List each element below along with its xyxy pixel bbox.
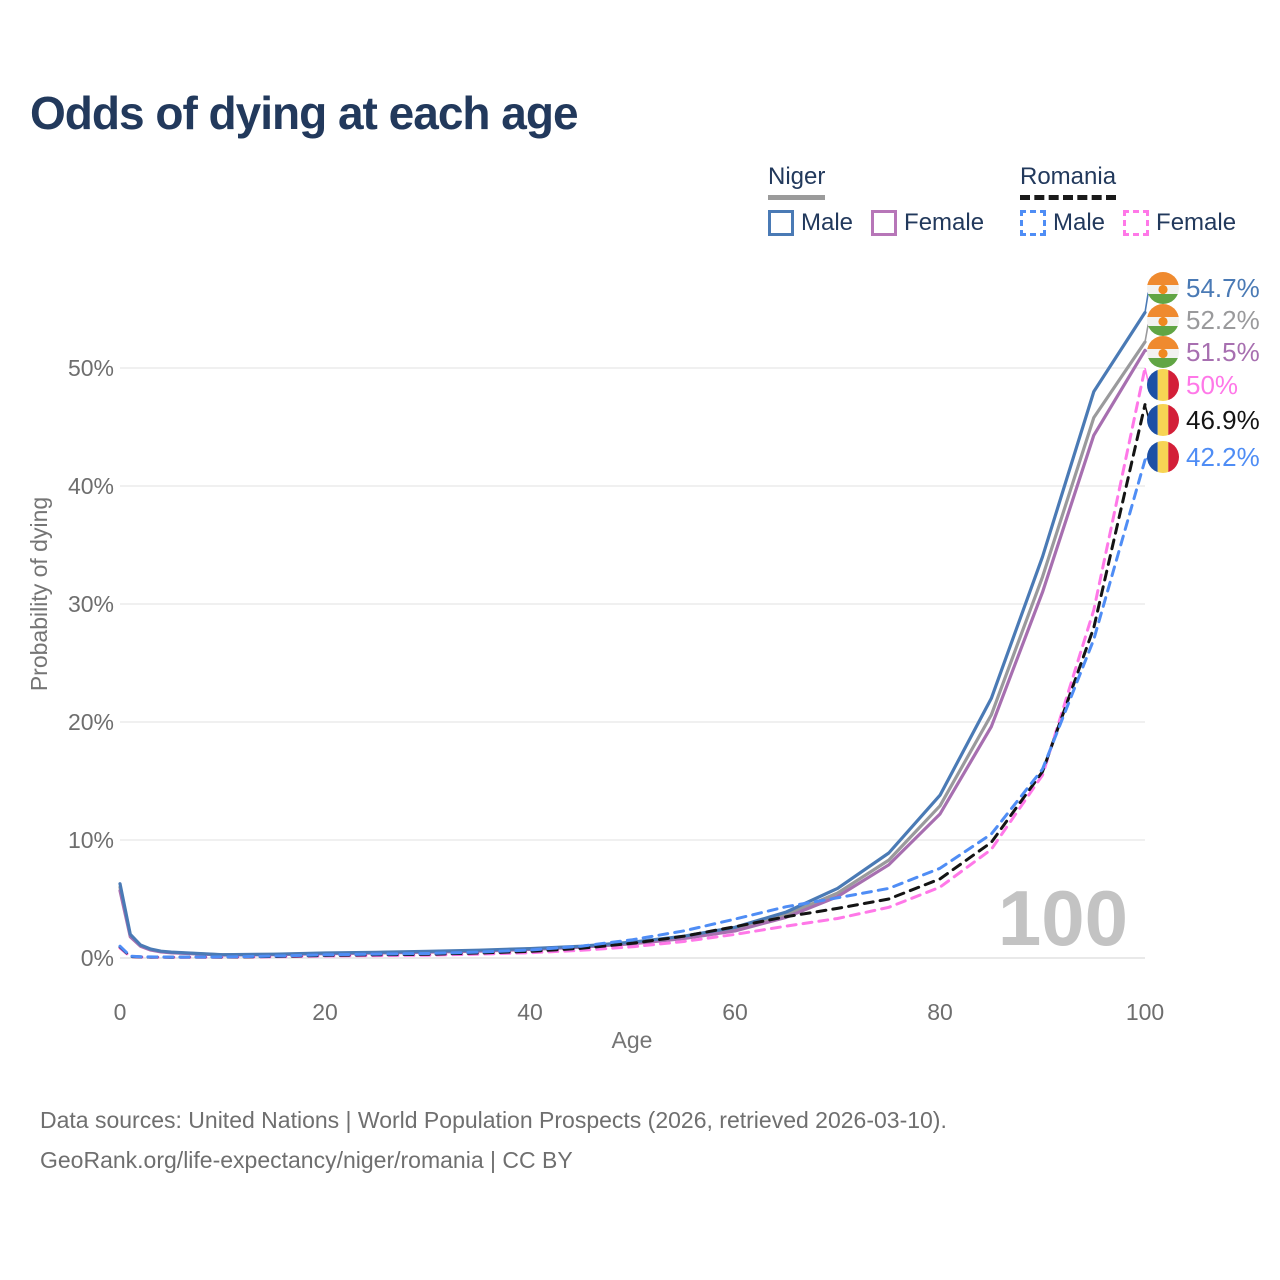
legend-item-niger-male[interactable]: Male	[768, 209, 853, 237]
flag-stripe	[1168, 404, 1179, 436]
series-line-niger-female	[118, 348, 1147, 957]
flag-stripe	[1147, 369, 1158, 401]
series-line-niger-both-sexes-	[118, 340, 1147, 957]
flag-stripe	[1147, 404, 1158, 436]
flag-stripe	[1157, 441, 1169, 473]
flag-stripe	[1147, 326, 1179, 336]
series-layer	[118, 310, 1147, 959]
x-tick-label: 60	[722, 999, 748, 1025]
flag-stripe	[1147, 441, 1158, 473]
flag-stripe	[1147, 336, 1179, 349]
page-title: Odds of dying at each age	[30, 87, 579, 139]
legend-header-romania: Romania	[1020, 163, 1117, 200]
flag-roundel	[1158, 348, 1168, 359]
romania-flag-icon	[1147, 369, 1179, 401]
legend-item-romania-male[interactable]: Male	[1020, 209, 1105, 237]
flag-stripe	[1157, 404, 1169, 436]
romania-flag-icon	[1147, 441, 1179, 473]
niger-flag-icon	[1147, 304, 1179, 336]
niger-flag-icon	[1147, 336, 1179, 368]
end-value-label: 54.7%	[1186, 273, 1260, 303]
flag-roundel	[1158, 284, 1168, 295]
footer-attribution: GeoRank.org/life-expectancy/niger/romani…	[40, 1147, 573, 1173]
y-tick-label: 30%	[68, 591, 114, 617]
legend-item-niger-female[interactable]: Female	[871, 209, 984, 237]
grid-layer: 0% 10% 20% 30% 40% 50% 0 20 40 60 80 100	[68, 355, 1164, 1025]
legend-label: Female	[904, 209, 985, 236]
footer: Data sources: United Nations | World Pop…	[40, 1100, 947, 1180]
footer-data-sources: Data sources: United Nations | World Pop…	[40, 1107, 947, 1133]
end-value-label: 52.2%	[1186, 305, 1260, 335]
x-tick-label: 100	[1126, 999, 1164, 1025]
y-tick-label: 40%	[68, 473, 114, 499]
romania-male-swatch-icon	[1020, 210, 1046, 236]
flag-stripe	[1147, 304, 1179, 317]
flag-stripe	[1168, 369, 1179, 401]
legend-label: Male	[1053, 209, 1106, 236]
romania-flag-icon	[1147, 404, 1179, 436]
flag-stripe	[1147, 358, 1179, 368]
end-value-label: 50%	[1186, 370, 1238, 400]
flag-stripe	[1168, 441, 1179, 473]
legend-header-niger: Niger	[768, 163, 826, 200]
niger-flag-icon	[1147, 272, 1179, 304]
flag-stripe	[1147, 294, 1179, 304]
x-tick-label: 0	[114, 999, 127, 1025]
series-line-romania-both-sexes-	[118, 403, 1147, 959]
end-value-label: 46.9%	[1186, 405, 1260, 435]
legend-label: Female	[1156, 209, 1237, 236]
niger-male-swatch-icon	[768, 210, 794, 236]
end-label-layer: 54.7%52.2%51.5%50% 46.9% 42.2%	[1144, 272, 1260, 473]
flag-roundel	[1158, 316, 1168, 327]
y-tick-label: 0%	[81, 945, 114, 971]
y-tick-label: 50%	[68, 355, 114, 381]
end-value-label: 42.2%	[1186, 442, 1260, 472]
legend-item-romania-female[interactable]: Female	[1123, 209, 1236, 237]
series-line-romania-male	[118, 458, 1147, 959]
niger-female-swatch-icon	[871, 210, 898, 236]
x-tick-label: 20	[312, 999, 338, 1025]
legend-group-niger: Niger Male Female	[768, 163, 984, 237]
y-axis-title: Probability of dying	[26, 497, 52, 691]
legend-items-niger: Male Female	[768, 209, 984, 237]
legend-label: Male	[801, 209, 854, 236]
legend-items-romania: Male Female	[1020, 209, 1236, 237]
end-value-label: 51.5%	[1186, 337, 1260, 367]
series-line-niger-male	[118, 310, 1147, 957]
watermark-age-100: 100	[998, 874, 1128, 962]
y-tick-label: 10%	[68, 827, 114, 853]
y-tick-label: 20%	[68, 709, 114, 735]
flag-stripe	[1147, 272, 1179, 285]
x-tick-label: 80	[927, 999, 953, 1025]
legend-group-romania: Romania Male Female	[1020, 163, 1236, 237]
x-tick-label: 40	[517, 999, 543, 1025]
flag-stripe	[1157, 369, 1169, 401]
series-line-romania-female	[118, 366, 1147, 959]
romania-female-swatch-icon	[1123, 210, 1150, 236]
x-axis-title: Age	[612, 1027, 653, 1053]
